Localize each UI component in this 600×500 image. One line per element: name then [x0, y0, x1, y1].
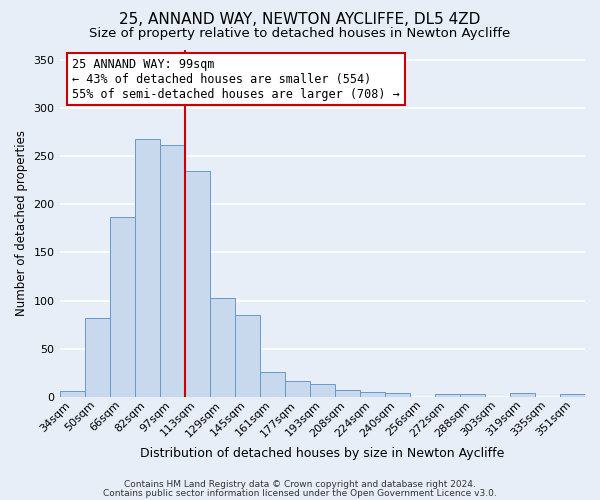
Bar	[185, 172, 209, 397]
Bar	[160, 146, 185, 397]
Bar	[510, 393, 535, 397]
Bar	[110, 216, 134, 397]
Text: Contains HM Land Registry data © Crown copyright and database right 2024.: Contains HM Land Registry data © Crown c…	[124, 480, 476, 489]
Bar	[260, 372, 285, 397]
Text: Contains public sector information licensed under the Open Government Licence v3: Contains public sector information licen…	[103, 488, 497, 498]
X-axis label: Distribution of detached houses by size in Newton Aycliffe: Distribution of detached houses by size …	[140, 447, 505, 460]
Bar	[435, 394, 460, 397]
Bar	[460, 394, 485, 397]
Bar	[285, 382, 310, 397]
Text: Size of property relative to detached houses in Newton Aycliffe: Size of property relative to detached ho…	[89, 28, 511, 40]
Text: 25 ANNAND WAY: 99sqm
← 43% of detached houses are smaller (554)
55% of semi-deta: 25 ANNAND WAY: 99sqm ← 43% of detached h…	[72, 58, 400, 100]
Bar	[385, 393, 410, 397]
Bar	[360, 392, 385, 397]
Text: 25, ANNAND WAY, NEWTON AYCLIFFE, DL5 4ZD: 25, ANNAND WAY, NEWTON AYCLIFFE, DL5 4ZD	[119, 12, 481, 28]
Bar	[59, 391, 85, 397]
Bar	[134, 138, 160, 397]
Bar	[560, 394, 585, 397]
Bar	[310, 384, 335, 397]
Bar	[235, 315, 260, 397]
Bar	[85, 318, 110, 397]
Y-axis label: Number of detached properties: Number of detached properties	[15, 130, 28, 316]
Bar	[209, 298, 235, 397]
Bar	[335, 390, 360, 397]
